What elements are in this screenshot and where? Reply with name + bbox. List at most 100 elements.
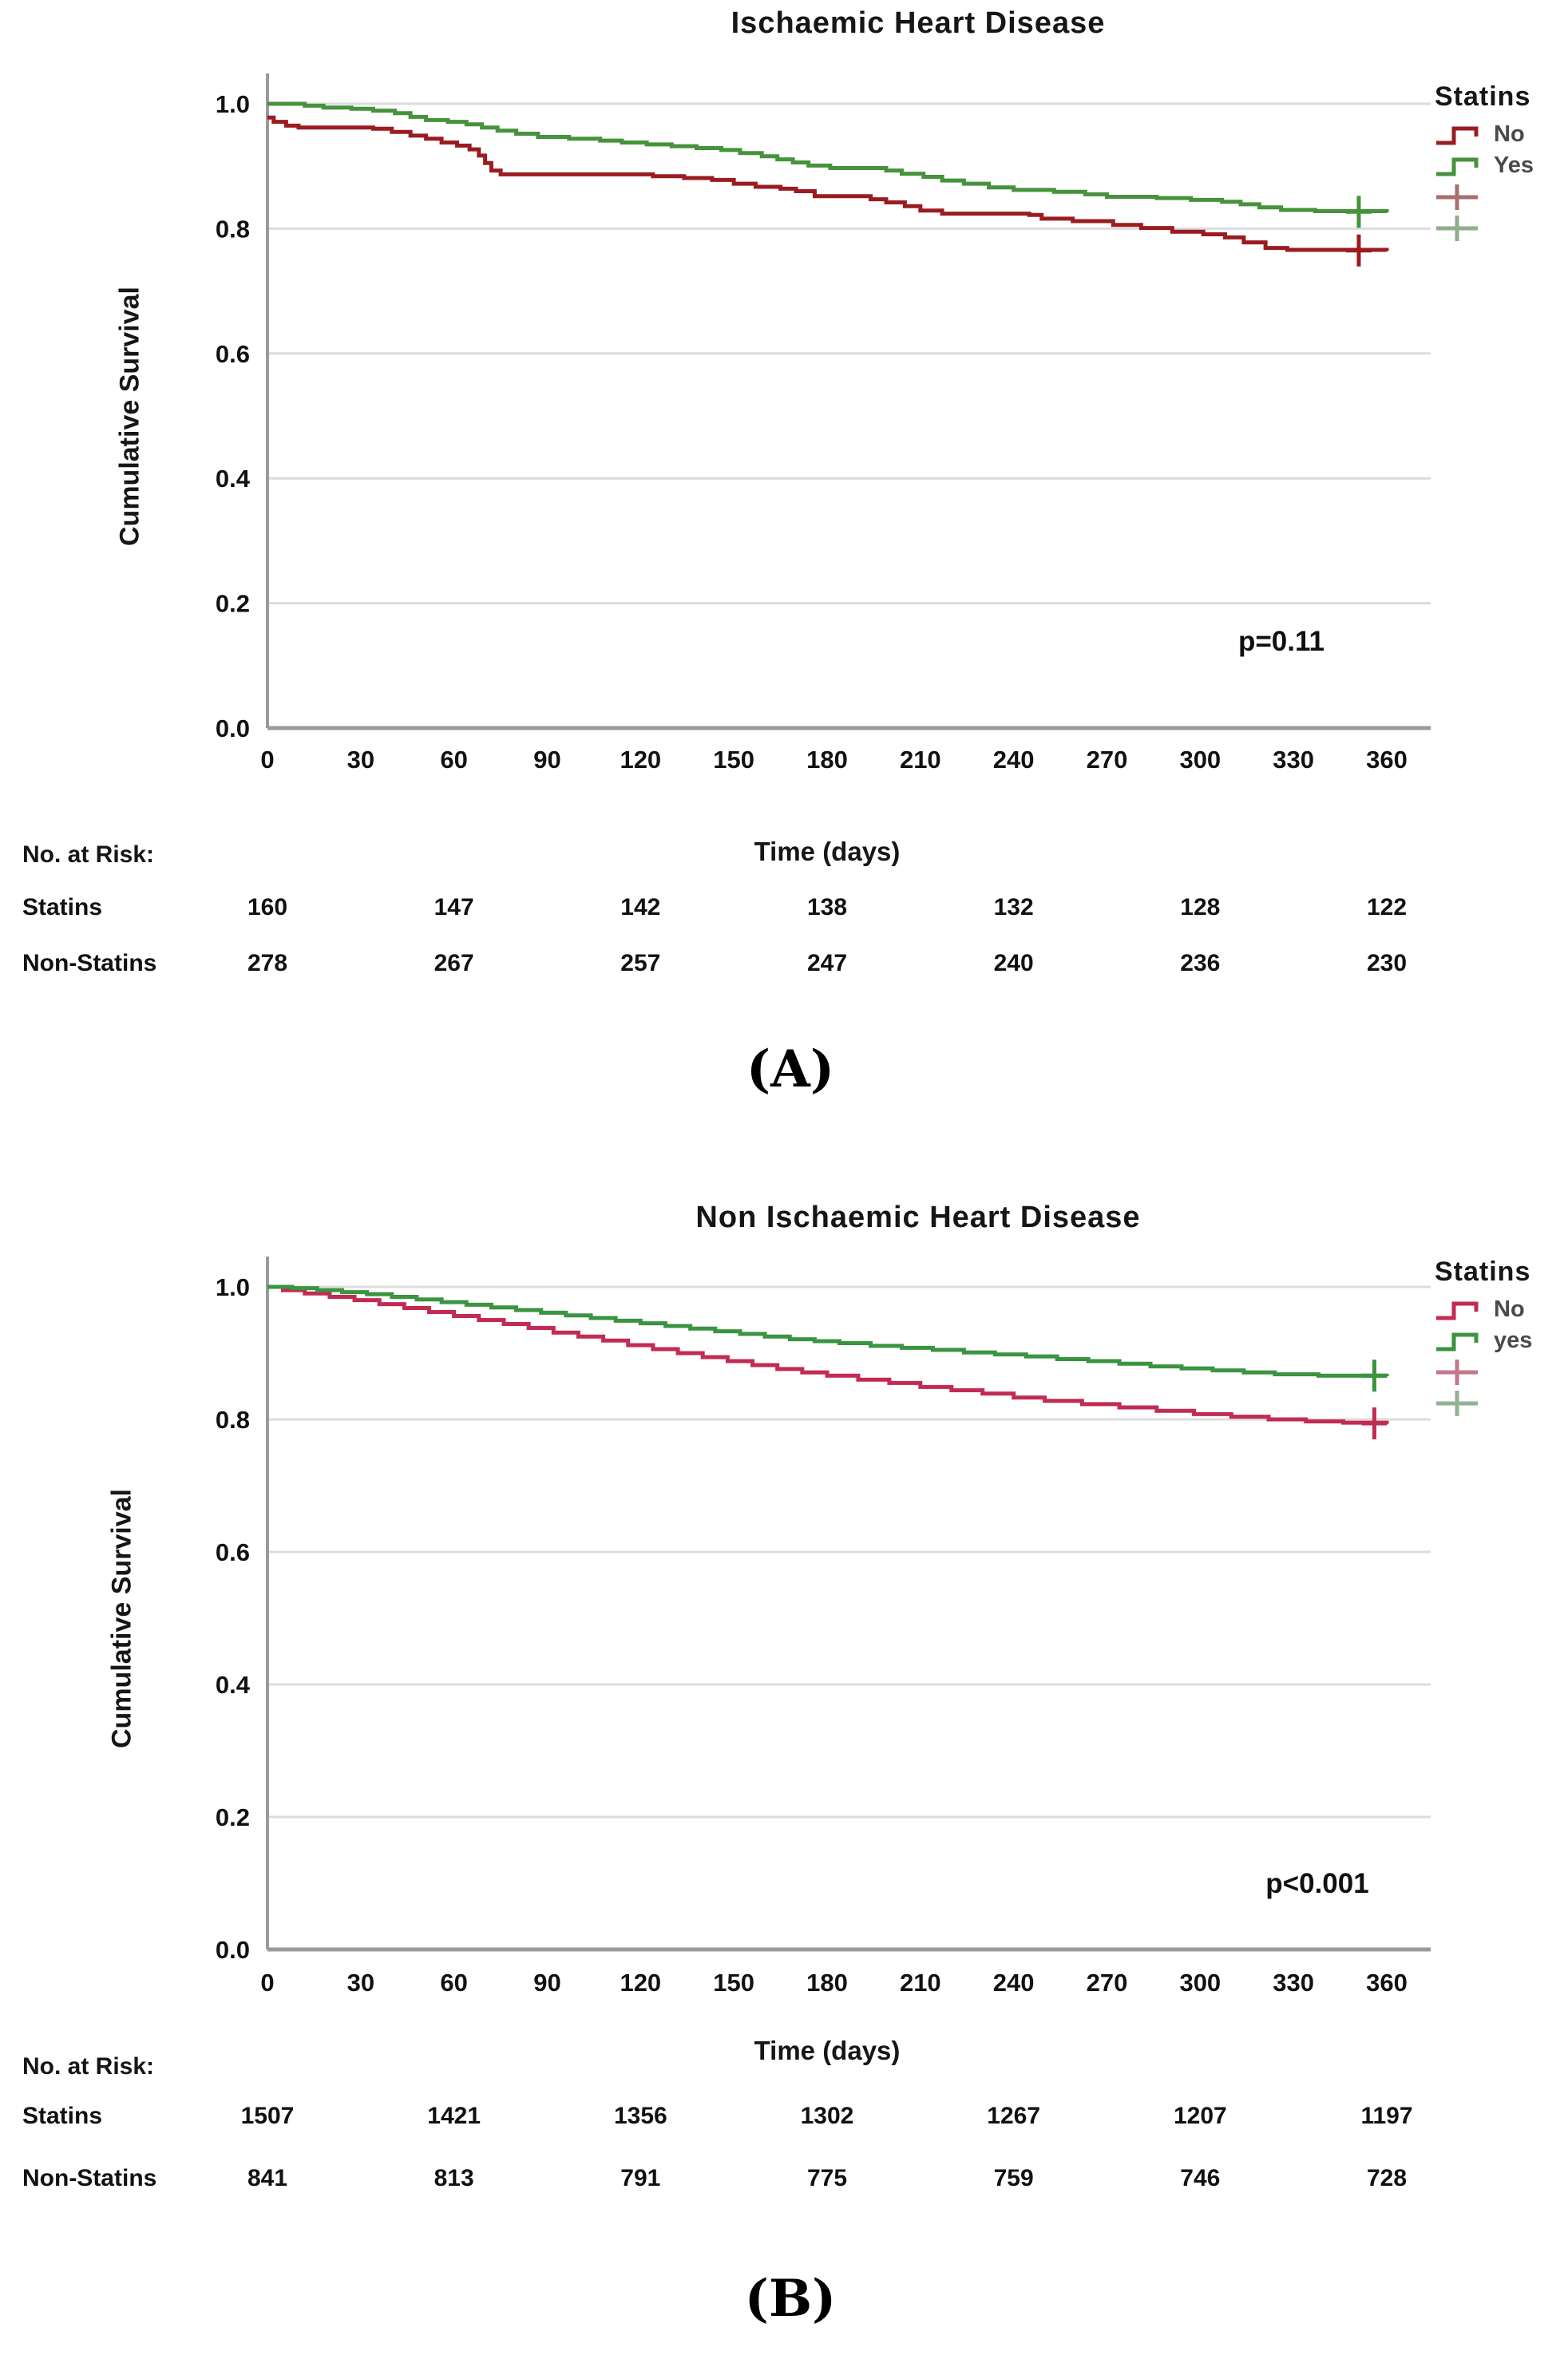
risk-value: 147: [434, 894, 474, 920]
risk-value: 1267: [987, 2103, 1040, 2129]
risk-value: 128: [1180, 894, 1220, 920]
y-tick-label: 0.2: [216, 590, 250, 618]
risk-value: 142: [620, 894, 660, 920]
panel-a-legend-items: No Yes: [1435, 119, 1568, 243]
x-tick-label: 300: [1179, 1969, 1221, 1997]
x-tick-label: 30: [347, 1969, 374, 1997]
legend-item-label: yes: [1494, 1328, 1533, 1353]
risk-value: 257: [620, 950, 660, 976]
panel-b-legend-title: Statins: [1435, 1257, 1531, 1287]
panel-b-risk-header: No. at Risk:: [22, 2053, 155, 2080]
x-tick-label: 120: [620, 746, 661, 774]
panel-a-p-value: p=0.11: [1237, 626, 1324, 657]
x-tick-label: 30: [347, 746, 374, 774]
x-tick-label: 150: [713, 1969, 754, 1997]
x-tick-label: 270: [1087, 1969, 1128, 1997]
legend-item: Yes: [1435, 150, 1568, 181]
km-curve-no: [267, 1284, 1389, 1425]
y-tick-label: 0.4: [216, 465, 251, 493]
legend-step-icon: [1436, 126, 1479, 144]
risk-value: 267: [434, 950, 474, 976]
risk-value: 1197: [1360, 2103, 1412, 2129]
risk-value: 278: [247, 950, 287, 976]
legend-censor-plus-icon: [1436, 1359, 1478, 1385]
y-tick-label: 1.0: [216, 1273, 250, 1301]
x-tick-label: 60: [440, 746, 467, 774]
x-tick-label: 60: [440, 1969, 467, 1997]
legend-item: yes: [1435, 1325, 1568, 1356]
risk-value: 1302: [801, 2103, 854, 2129]
risk-row-label: Statins: [22, 2103, 102, 2129]
risk-value: 1356: [614, 2103, 667, 2129]
x-tick-label: 210: [900, 746, 941, 774]
risk-value: 746: [1180, 2165, 1220, 2191]
legend-item: No: [1435, 119, 1568, 150]
legend-item: [1435, 181, 1568, 212]
risk-value: 791: [620, 2165, 660, 2191]
x-tick-label: 240: [993, 746, 1035, 774]
legend-item-label: Yes: [1494, 152, 1534, 178]
risk-row-label: Non-Statins: [22, 2165, 156, 2191]
x-tick-label: 360: [1366, 746, 1408, 774]
x-tick-label: 300: [1179, 746, 1221, 774]
panel-a-letter: (A): [746, 1039, 835, 1099]
y-tick-label: 0.8: [216, 1406, 250, 1434]
risk-value: 236: [1180, 950, 1220, 976]
x-tick-label: 90: [533, 746, 560, 774]
risk-value: 1421: [427, 2103, 481, 2129]
legend-item-label: No: [1494, 1296, 1525, 1322]
km-curve-yes: [267, 101, 1389, 214]
y-tick-label: 1.0: [216, 90, 250, 118]
x-tick-label: 330: [1273, 1969, 1314, 1997]
risk-value: 247: [807, 950, 847, 976]
x-tick-label: 330: [1273, 746, 1314, 774]
panel-b-x-axis-label: Time (days): [754, 2036, 901, 2065]
y-tick-label: 0.4: [216, 1671, 251, 1699]
x-tick-label: 0: [260, 1969, 274, 1997]
legend-item: [1435, 1356, 1568, 1387]
x-tick-label: 90: [533, 1969, 560, 1997]
panel-a-risk-header: No. at Risk:: [22, 841, 155, 868]
risk-value: 813: [434, 2165, 474, 2191]
panel-b-p-value: p<0.001: [1265, 1868, 1369, 1899]
risk-row-label: Statins: [22, 894, 102, 920]
risk-value: 775: [807, 2165, 847, 2191]
panel-b-legend-items: No yes: [1435, 1294, 1568, 1419]
legend-censor-plus-icon: [1436, 184, 1478, 210]
x-tick-label: 180: [806, 1969, 848, 1997]
panel-b-y-axis-label: Cumulative Survival: [106, 1488, 137, 1748]
risk-value: 1207: [1174, 2103, 1227, 2129]
legend-item: [1435, 212, 1568, 243]
panel-a-title: Ischaemic Heart Disease: [731, 6, 1106, 40]
x-tick-label: 210: [900, 1969, 941, 1997]
legend-item-label: No: [1494, 121, 1525, 147]
panel-b-letter: (B): [744, 2269, 837, 2329]
x-tick-label: 240: [993, 1969, 1035, 1997]
x-tick-label: 360: [1366, 1969, 1408, 1997]
legend-step-icon: [1436, 1301, 1479, 1320]
panel-b-legend: Statins No yes: [1435, 1257, 1568, 1419]
y-tick-label: 0.0: [216, 1936, 250, 1964]
risk-value: 1507: [241, 2103, 295, 2129]
legend-item: No: [1435, 1294, 1568, 1325]
x-tick-label: 120: [620, 1969, 661, 1997]
risk-value: 138: [807, 894, 847, 920]
risk-value: 160: [247, 894, 287, 920]
y-tick-label: 0.8: [216, 215, 250, 243]
risk-value: 230: [1367, 950, 1407, 976]
y-tick-label: 0.2: [216, 1803, 250, 1831]
risk-value: 132: [994, 894, 1034, 920]
panel-a-y-axis-label: Cumulative Survival: [114, 286, 145, 546]
x-tick-label: 270: [1087, 746, 1128, 774]
legend-censor-plus-icon: [1436, 215, 1478, 241]
legend-step-icon: [1436, 1332, 1479, 1351]
risk-value: 759: [994, 2165, 1034, 2191]
panel-a-legend-title: Statins: [1435, 81, 1531, 112]
legend-step-icon: [1436, 157, 1479, 176]
risk-value: 841: [247, 2165, 287, 2191]
panel-b-title: Non Ischaemic Heart Disease: [695, 1201, 1141, 1234]
x-tick-label: 180: [806, 746, 848, 774]
risk-value: 122: [1367, 894, 1407, 920]
